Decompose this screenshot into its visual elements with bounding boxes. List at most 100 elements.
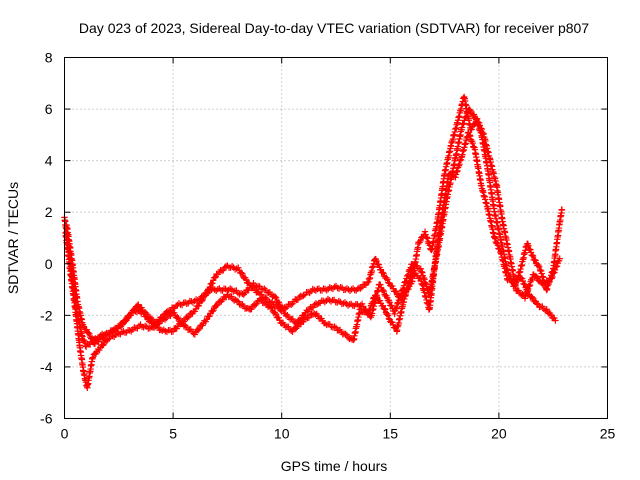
data-point (209, 280, 216, 287)
y-axis-label: SDTVAR / TECUs (5, 182, 21, 294)
data-point (185, 313, 192, 320)
data-point (404, 272, 411, 280)
data-point (191, 331, 199, 338)
x-tick-label: 0 (61, 426, 69, 442)
data-point (385, 315, 393, 322)
data-point (470, 111, 478, 118)
data-point (107, 327, 115, 334)
data-point (99, 342, 106, 349)
data-point (175, 315, 182, 322)
data-point (505, 269, 512, 277)
y-tick-label: -2 (40, 307, 53, 323)
data-point (400, 282, 408, 289)
data-point (384, 312, 392, 319)
data-point (533, 300, 541, 307)
data-point (83, 326, 90, 333)
data-point (526, 282, 533, 290)
data-point (194, 327, 202, 334)
data-point (532, 272, 540, 280)
data-point (547, 311, 555, 319)
data-point (235, 298, 242, 305)
data-point (86, 330, 93, 338)
data-point (515, 287, 522, 294)
y-tick-label: 8 (45, 50, 53, 66)
data-point (527, 246, 534, 253)
data-point (506, 273, 514, 280)
data-point (143, 311, 151, 318)
data-point (147, 314, 154, 321)
data-point (210, 306, 217, 314)
series-3 (63, 106, 566, 348)
x-tick-label: 25 (600, 426, 616, 442)
data-point (293, 320, 301, 328)
data-point (251, 302, 259, 309)
data-point (127, 311, 134, 319)
data-point (298, 315, 305, 322)
y-tick-label: 4 (45, 153, 53, 169)
data-point (468, 126, 475, 133)
data-point (380, 270, 387, 277)
data-point (238, 269, 245, 276)
data-point (529, 252, 536, 259)
data-point (342, 330, 349, 338)
y-tick-label: -4 (40, 359, 53, 375)
data-point (89, 354, 96, 361)
data-point (233, 297, 241, 304)
data-point (532, 257, 539, 264)
data-point (523, 286, 531, 293)
data-point (85, 329, 92, 337)
data-point (99, 334, 106, 341)
data-point (529, 294, 536, 301)
data-point (162, 328, 169, 335)
data-point (405, 271, 412, 278)
data-point (357, 285, 364, 292)
data-point (248, 305, 255, 313)
data-point (531, 256, 538, 263)
data-point (174, 314, 181, 321)
data-point (376, 297, 384, 304)
data-point (195, 325, 203, 333)
data-point (380, 287, 387, 295)
data-point (382, 306, 389, 313)
data-point (417, 237, 424, 245)
data-point (466, 106, 473, 113)
data-point (104, 331, 112, 338)
data-point (184, 314, 191, 322)
data-point (166, 308, 173, 316)
data-point (552, 317, 559, 324)
data-point (373, 257, 380, 265)
data-point (103, 330, 110, 337)
data-point (384, 276, 391, 283)
data-point (311, 286, 318, 293)
data-point (271, 293, 279, 301)
data-point (288, 301, 295, 308)
data-point (211, 274, 219, 281)
data-point (222, 263, 230, 270)
data-point (362, 306, 370, 313)
data-point (525, 245, 533, 253)
data-point (130, 307, 138, 315)
data-point (525, 242, 532, 249)
y-tick-label: -6 (40, 411, 53, 427)
y-tick-label: 6 (45, 101, 53, 117)
data-point (89, 337, 97, 344)
x-tick-label: 5 (169, 426, 177, 442)
data-point (239, 270, 246, 277)
x-tick-label: 10 (274, 426, 290, 442)
data-point (214, 301, 221, 309)
data-point (393, 288, 400, 295)
data-point (142, 309, 150, 317)
data-point (411, 261, 419, 268)
data-point (213, 302, 220, 309)
data-point (220, 267, 227, 274)
data-point (521, 281, 529, 288)
data-point (553, 262, 561, 270)
data-point (195, 297, 203, 305)
data-point (209, 308, 216, 315)
data-point (242, 276, 250, 283)
data-point (267, 303, 275, 311)
y-tick-label: 2 (45, 204, 53, 220)
axis-ticks: 0 5 10 15 20 25 -6 -4 -2 0 2 4 6 8 (40, 50, 615, 442)
data-point (272, 310, 279, 318)
